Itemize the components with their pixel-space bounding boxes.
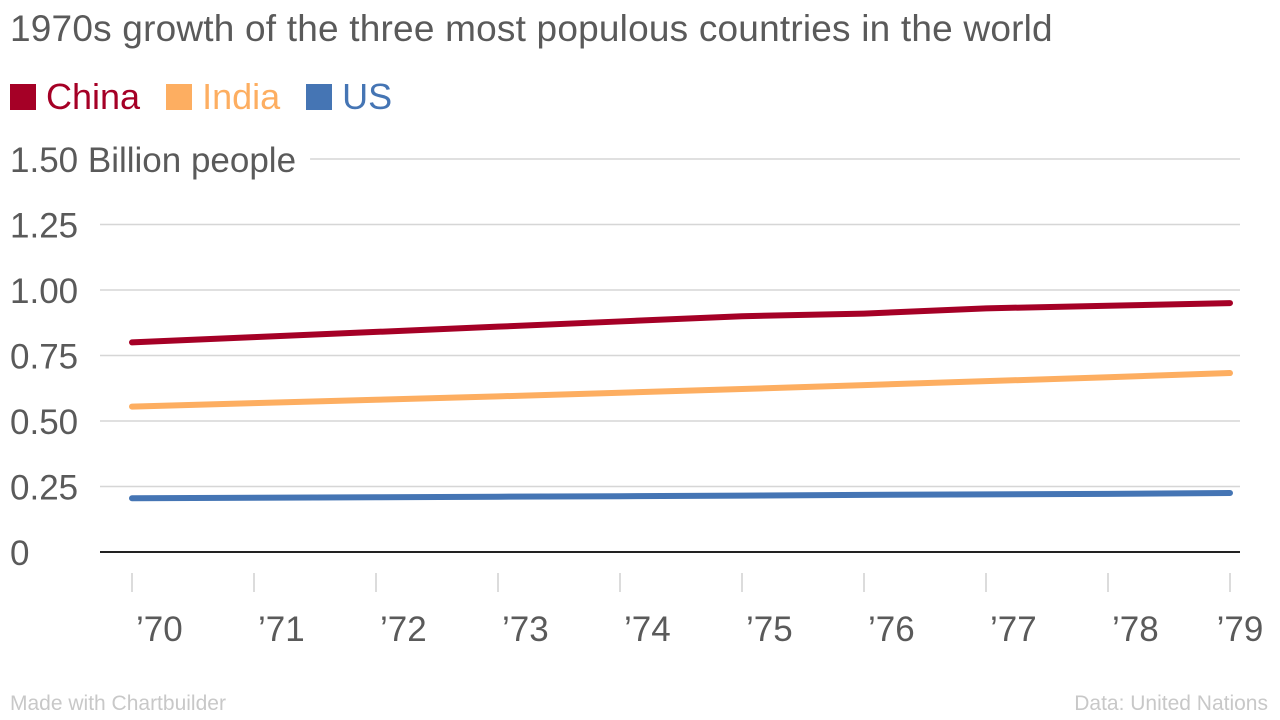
- legend-item-us: US: [306, 76, 392, 118]
- x-tick-label: ’74: [624, 610, 671, 649]
- x-tick-label: ’79: [1217, 610, 1264, 649]
- y-tick-label: 1.50 Billion people: [10, 141, 296, 180]
- legend: China India US: [10, 76, 418, 118]
- credit-text: Made with Chartbuilder: [10, 692, 226, 715]
- x-tick-label: ’71: [258, 610, 305, 649]
- legend-swatch: [10, 84, 36, 110]
- x-tick-label: ’73: [502, 610, 549, 649]
- x-tick-label: ’78: [1112, 610, 1159, 649]
- legend-label: India: [202, 76, 281, 117]
- legend-item-india: India: [166, 76, 280, 118]
- legend-swatch: [166, 84, 193, 110]
- chart-title: 1970s growth of the three most populous …: [10, 8, 1053, 49]
- x-tick-label: ’72: [380, 610, 427, 649]
- y-tick-label: 0.50: [10, 403, 78, 442]
- series-line-india: [129, 370, 1233, 410]
- x-tick-label: ’76: [868, 610, 915, 649]
- y-tick-label: 1.25: [10, 207, 78, 246]
- x-tick-label: ’77: [990, 610, 1037, 649]
- y-tick-label: 0.25: [10, 469, 78, 508]
- y-tick-label: 0: [10, 534, 29, 573]
- series-line-us: [129, 490, 1233, 502]
- y-tick-label: 0.75: [10, 338, 78, 377]
- y-tick-label: 1.00: [10, 272, 78, 311]
- legend-label: US: [342, 76, 393, 117]
- x-tick-label: ’75: [746, 610, 793, 649]
- source-text: Data: United Nations: [1074, 692, 1268, 715]
- series-line-china: [129, 300, 1233, 346]
- legend-item-china: China: [10, 76, 140, 118]
- legend-label: China: [46, 76, 141, 117]
- x-tick-label: ’70: [136, 610, 183, 649]
- legend-swatch: [306, 84, 333, 110]
